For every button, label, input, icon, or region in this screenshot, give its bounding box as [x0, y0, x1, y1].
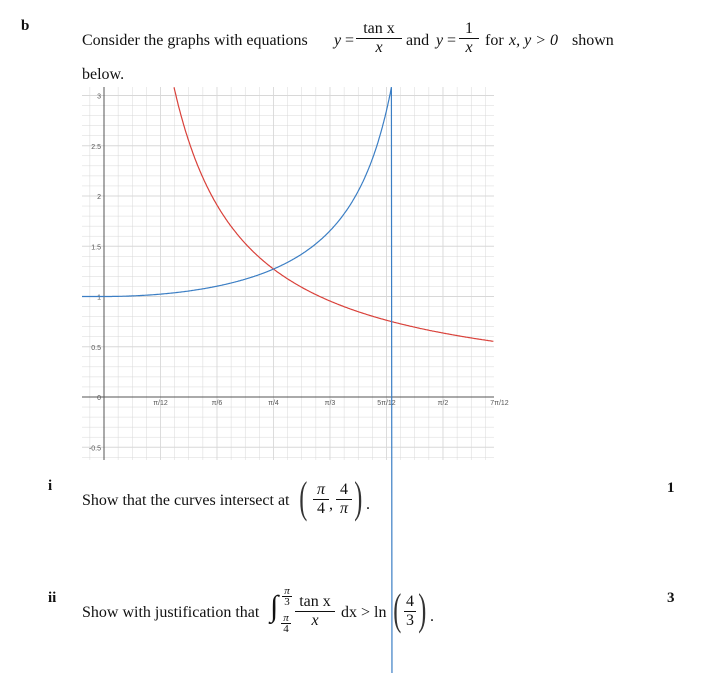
y-tick-label: 2 — [97, 194, 101, 201]
lower-limit: π 4 — [281, 612, 291, 635]
point-y-fraction: 4 π — [336, 481, 352, 518]
ln-left-paren: ( — [393, 585, 402, 634]
part-i-end: . — [366, 496, 370, 513]
x-tick-label: π/12 — [153, 400, 168, 407]
eq2-equals: = — [447, 32, 457, 49]
part-ii-marks: 3 — [667, 590, 675, 606]
intro-tail: shown — [572, 32, 614, 49]
y-tick-label: 1.5 — [91, 244, 101, 251]
integrand-fraction: tan x x — [295, 593, 335, 630]
part-i-text: Show that the curves intersect at — [82, 492, 290, 509]
upper-limit-denominator: 3 — [282, 596, 292, 608]
eq1-lhs: y — [334, 32, 342, 49]
intro-condition: for — [485, 32, 504, 49]
part-i-label: i — [48, 478, 53, 494]
part-i-left-paren: ( — [299, 473, 308, 522]
y-tick-label: 1 — [97, 295, 101, 302]
ln-right-paren: ) — [418, 585, 427, 634]
eq1-fraction: tan x x — [356, 20, 402, 57]
eq2-denominator: x — [459, 38, 479, 57]
graph-axes — [82, 87, 494, 460]
integral-dx-ln: dx > ln — [341, 604, 387, 621]
y-tick-label: 0.5 — [91, 345, 101, 352]
eq2-lhs: y — [436, 32, 444, 49]
lower-limit-numerator: π — [283, 612, 289, 624]
eq2-numerator: 1 — [465, 20, 473, 37]
part-ii-text: Show with justification that — [82, 604, 260, 621]
integrand-numerator: tan x — [299, 593, 331, 610]
intro-line2: below. — [82, 66, 125, 83]
integrand-denominator: x — [295, 611, 335, 630]
y-tick-label: 2.5 — [91, 144, 101, 151]
eq1-numerator: tan x — [363, 20, 395, 37]
x-tick-label: π/6 — [212, 400, 223, 407]
tan-over-x-curve — [82, 86, 393, 673]
part-i-right-paren: ) — [354, 473, 363, 522]
point-x-numerator: π — [316, 481, 325, 498]
x-tick-label: π/2 — [438, 400, 449, 407]
upper-limit: π 3 — [282, 585, 292, 608]
point-comma: , — [329, 496, 333, 513]
ln-numerator: 4 — [406, 593, 414, 610]
y-tick-label: 3 — [97, 94, 101, 101]
y-tick-label: 0 — [97, 395, 101, 402]
reciprocal-curve — [173, 87, 494, 342]
ln-fraction: 4 3 — [404, 593, 416, 630]
integral-sign: ∫ — [270, 590, 279, 623]
ln-denominator: 3 — [404, 611, 416, 629]
part-ii-label: ii — [48, 590, 57, 606]
point-x-fraction: π 4 — [313, 481, 329, 518]
point-x-denominator: 4 — [313, 499, 329, 518]
upper-limit-numerator: π — [284, 585, 290, 597]
intro-condition-math: x, y > 0 — [509, 32, 558, 49]
eq1-equals: = — [345, 32, 355, 49]
part-i-marks: 1 — [667, 480, 675, 496]
part-ii-end: . — [430, 608, 434, 625]
eq1-denominator: x — [356, 38, 402, 57]
point-y-numerator: 4 — [340, 481, 348, 498]
eq2-fraction: 1 x — [459, 20, 479, 57]
lower-limit-denominator: 4 — [281, 623, 291, 635]
graph-tick-labels: 3 2.5 2 1.5 1 0.5 0 -0.5 π/12 π/6 π/4 π/3 5π/12 π/2 7π… — [89, 94, 509, 453]
intro-lead: Consider the graphs with equations — [82, 32, 308, 49]
y-tick-label: -0.5 — [89, 445, 101, 452]
graph-grid — [82, 87, 494, 460]
x-tick-label: 7π/12 — [490, 400, 509, 407]
x-tick-label: π/3 — [325, 400, 336, 407]
point-y-denominator: π — [336, 499, 352, 518]
x-tick-label: π/4 — [268, 400, 279, 407]
part-label: b — [21, 18, 30, 34]
x-tick-label: 5π/12 — [377, 400, 396, 407]
intro-connector: and — [406, 32, 430, 49]
